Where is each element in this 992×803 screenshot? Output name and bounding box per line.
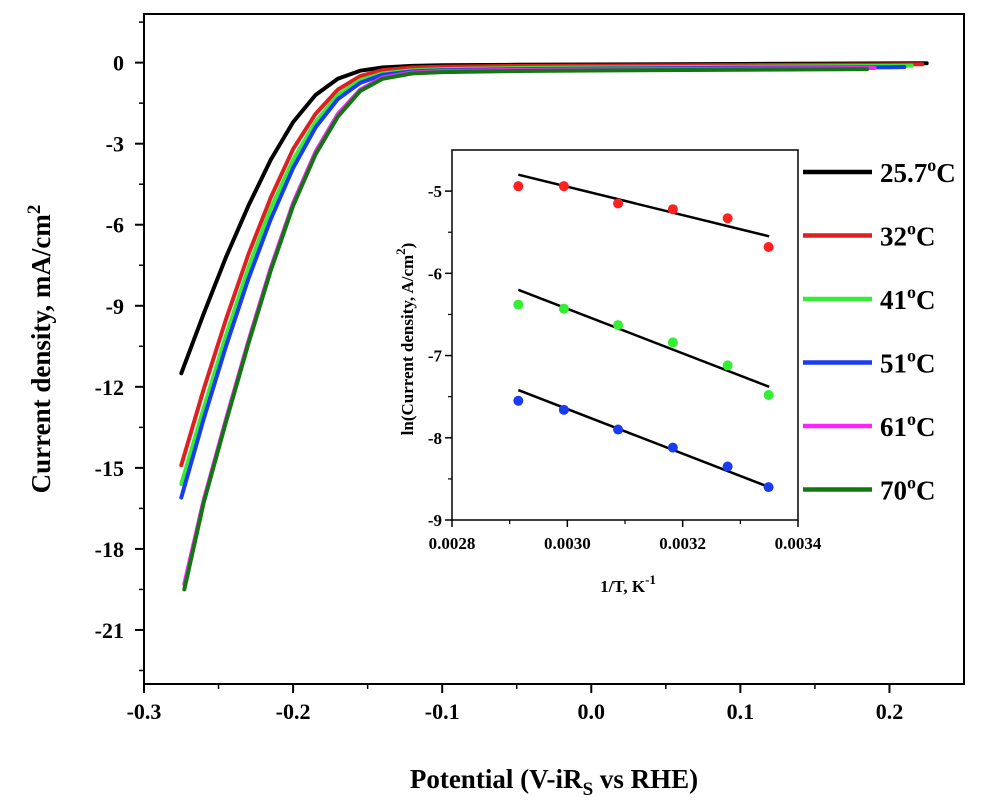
inset-data-point-0 bbox=[613, 198, 624, 209]
x-tick-label: -0.2 bbox=[276, 699, 311, 724]
legend-label-61: 61oC bbox=[880, 409, 936, 442]
y-tick-label: -15 bbox=[95, 456, 124, 481]
x-tick-label: -0.1 bbox=[425, 699, 460, 724]
legend: 25.7oC 32oC 41oC 51oC 61oC 70oC bbox=[803, 155, 956, 506]
inset-background bbox=[440, 150, 798, 526]
y-tick-label: -21 bbox=[95, 618, 124, 643]
legend-label-41: 41oC bbox=[880, 282, 936, 315]
x-tick-label: 0.0 bbox=[578, 699, 606, 724]
inset-ticks: 0.0028 0.0030 0.0032 0.0034 -5 -6 -7 -8 -9 bbox=[428, 182, 822, 553]
inset-y-tick-label: -6 bbox=[428, 264, 442, 283]
inset-y-axis-title: ln(Current density, A/cm2) bbox=[393, 243, 417, 436]
y-tick-label: -3 bbox=[106, 132, 124, 157]
inset-data-point-1 bbox=[722, 360, 733, 371]
inset-data-point-2 bbox=[722, 461, 733, 472]
inset-y-tick-label: -5 bbox=[428, 182, 442, 201]
inset-data-point-0 bbox=[513, 181, 524, 192]
inset-x-tick-label: 0.0030 bbox=[544, 534, 591, 553]
inset-data-point-0 bbox=[722, 213, 733, 224]
y-tick-label: -9 bbox=[106, 294, 124, 319]
inset-data-point-2 bbox=[667, 442, 678, 453]
inset-data-point-0 bbox=[763, 242, 774, 253]
legend-label-32: 32oC bbox=[880, 219, 936, 252]
main-plot-frame bbox=[143, 13, 965, 685]
inset-data-point-1 bbox=[667, 337, 678, 348]
legend-label-25.7: 25.7oC bbox=[880, 155, 956, 188]
inset-x-tick-label: 0.0032 bbox=[659, 534, 706, 553]
inset-y-tick-label: -7 bbox=[428, 347, 443, 366]
y-tick-label: -12 bbox=[95, 375, 124, 400]
series-line-70 bbox=[182, 67, 870, 592]
y-tick-label: 0 bbox=[113, 51, 124, 76]
inset-data-point-1 bbox=[763, 390, 774, 401]
inset-data-point-2 bbox=[558, 404, 569, 415]
x-tick-label: -0.3 bbox=[127, 699, 162, 724]
inset-data-point-1 bbox=[613, 320, 624, 331]
inset-data-point-2 bbox=[613, 424, 624, 435]
main-ticks: -0.3 -0.2 -0.1 0.0 0.1 0.2 0 -3 -6 -9 -12 -15 -18 -21 bbox=[95, 21, 904, 724]
inset-x-axis-title: 1/T, K-1 bbox=[600, 572, 656, 596]
inset-y-tick-label: -9 bbox=[428, 511, 442, 530]
x-tick-label: 0.2 bbox=[876, 699, 904, 724]
inset-data-point-1 bbox=[558, 303, 569, 314]
main-y-axis-title: Current density, mA/cm2 bbox=[24, 205, 56, 494]
legend-label-70: 70oC bbox=[880, 473, 936, 506]
y-tick-label: -18 bbox=[95, 537, 124, 562]
inset-data-point-0 bbox=[667, 204, 678, 215]
y-tick-label: -6 bbox=[106, 213, 124, 238]
main-series-group bbox=[179, 61, 929, 592]
inset-data-point-1 bbox=[513, 299, 524, 310]
inset-data-point-2 bbox=[763, 482, 774, 493]
inset-x-tick-label: 0.0028 bbox=[429, 534, 476, 553]
inset-y-tick-label: -8 bbox=[428, 429, 442, 448]
main-x-axis-title: Potential (V-iRS vs RHE) bbox=[410, 764, 698, 800]
inset-series-group bbox=[513, 173, 774, 493]
x-tick-label: 0.1 bbox=[727, 699, 755, 724]
legend-label-51: 51oC bbox=[880, 346, 936, 379]
inset-data-point-2 bbox=[513, 395, 524, 406]
inset-x-tick-label: 0.0034 bbox=[775, 534, 822, 553]
inset-data-point-0 bbox=[558, 181, 569, 192]
